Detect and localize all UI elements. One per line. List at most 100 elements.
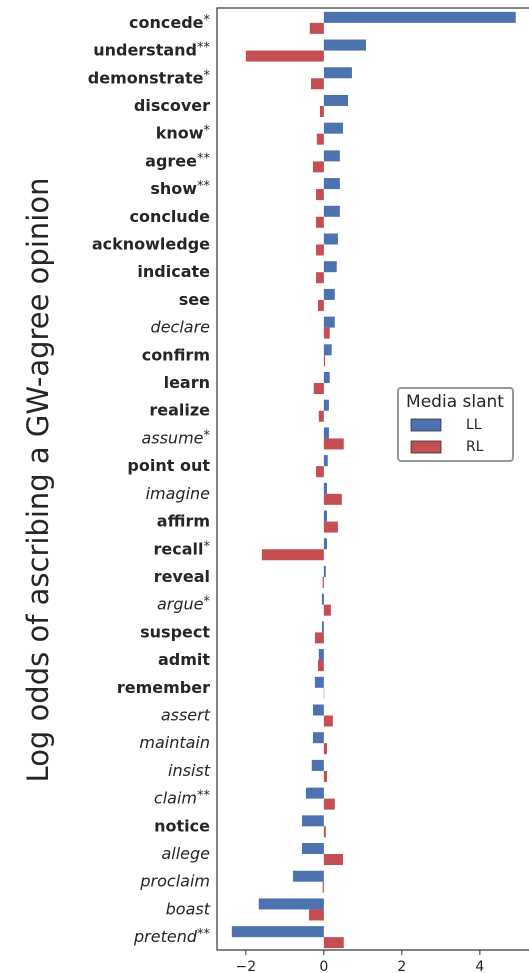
category-word: show — [150, 179, 197, 198]
category-word: imagine — [146, 483, 211, 502]
legend-swatch — [410, 440, 442, 454]
bar — [245, 50, 324, 62]
bar — [323, 937, 344, 949]
bar — [312, 704, 324, 716]
category-word: point out — [127, 456, 210, 475]
y-tick-label: concede* — [129, 12, 211, 31]
bar — [318, 660, 324, 672]
y-tick-label: realize — [149, 400, 210, 419]
bar — [323, 316, 335, 328]
bar — [312, 161, 324, 173]
legend-swatch — [410, 418, 442, 432]
x-tick-label: −2 — [236, 959, 257, 973]
category-word: know — [156, 123, 204, 142]
bar — [323, 11, 516, 23]
bar — [310, 78, 324, 90]
y-tick-label: discover — [134, 95, 210, 114]
bar — [323, 399, 329, 411]
bar — [323, 261, 337, 273]
bar — [309, 909, 324, 921]
bar — [323, 743, 327, 755]
bar — [309, 22, 324, 34]
y-tick-label: point out — [127, 456, 210, 475]
y-tick-label: proclaim — [139, 871, 210, 890]
bar — [302, 815, 324, 827]
bar — [314, 676, 324, 688]
category-stars: ** — [197, 179, 211, 194]
legend-label: LL — [466, 417, 482, 433]
x-tick-label: 0 — [319, 959, 328, 973]
bar — [323, 565, 326, 577]
bar — [323, 67, 352, 79]
bar — [316, 272, 324, 284]
y-tick-label: recall* — [154, 539, 211, 558]
category-stars: * — [204, 12, 211, 27]
bar — [323, 493, 342, 505]
bar — [318, 410, 324, 422]
category-word: allege — [161, 844, 210, 863]
bar — [323, 798, 335, 810]
bar — [323, 770, 327, 782]
bar — [312, 732, 324, 744]
category-word: indicate — [137, 262, 210, 281]
bar — [318, 649, 324, 661]
y-tick-label: imagine — [146, 483, 211, 502]
plot-frame — [216, 7, 529, 951]
y-tick-label: admit — [158, 650, 210, 669]
category-word: assert — [161, 705, 211, 724]
bar — [293, 870, 324, 882]
category-word: affirm — [157, 511, 210, 530]
bar — [323, 122, 343, 134]
x-tick-label: 2 — [397, 959, 406, 973]
legend-title: Media slant — [406, 392, 504, 412]
bar — [323, 205, 340, 217]
bar — [323, 233, 338, 245]
y-tick-label: assume* — [141, 428, 210, 447]
y-tick-label: claim** — [154, 788, 211, 807]
y-tick-label: conclude — [129, 206, 210, 225]
bar — [323, 344, 332, 356]
category-word: discover — [134, 95, 210, 114]
bar — [323, 327, 330, 339]
bar — [323, 427, 329, 439]
bar — [305, 787, 324, 799]
bar — [316, 244, 324, 256]
category-word: reveal — [154, 566, 210, 585]
y-tick-label: see — [179, 289, 210, 308]
y-tick-label: know* — [156, 123, 211, 142]
bar — [323, 94, 349, 106]
y-tick-label: indicate — [137, 262, 210, 281]
category-word: declare — [151, 317, 211, 336]
y-tick-label: agree** — [145, 151, 210, 170]
category-stars: * — [204, 428, 211, 443]
category-stars: * — [204, 539, 211, 554]
category-word: pretend — [133, 927, 198, 946]
bar — [302, 843, 324, 855]
y-tick-label: pretend** — [133, 927, 211, 946]
category-stars: ** — [197, 927, 211, 942]
category-word: maintain — [139, 733, 210, 752]
category-stars: * — [204, 123, 211, 138]
category-word: suspect — [140, 622, 210, 641]
y-tick-label: suspect — [140, 622, 210, 641]
category-word: assume — [141, 428, 203, 447]
y-tick-label: maintain — [139, 733, 210, 752]
bar — [323, 455, 328, 467]
category-word: notice — [154, 816, 210, 835]
bar — [323, 150, 340, 162]
y-tick-label: reveal — [154, 566, 210, 585]
bar — [323, 715, 333, 727]
bar — [323, 482, 327, 494]
bar — [321, 621, 324, 633]
y-tick-label: remember — [117, 677, 210, 696]
bar — [323, 510, 327, 522]
bar — [311, 759, 324, 771]
bar — [322, 881, 324, 893]
bar — [258, 898, 324, 910]
category-stars: ** — [197, 151, 211, 166]
bar — [321, 593, 324, 605]
bar — [316, 216, 324, 228]
y-tick-label: show** — [150, 179, 210, 198]
bar — [231, 926, 324, 938]
